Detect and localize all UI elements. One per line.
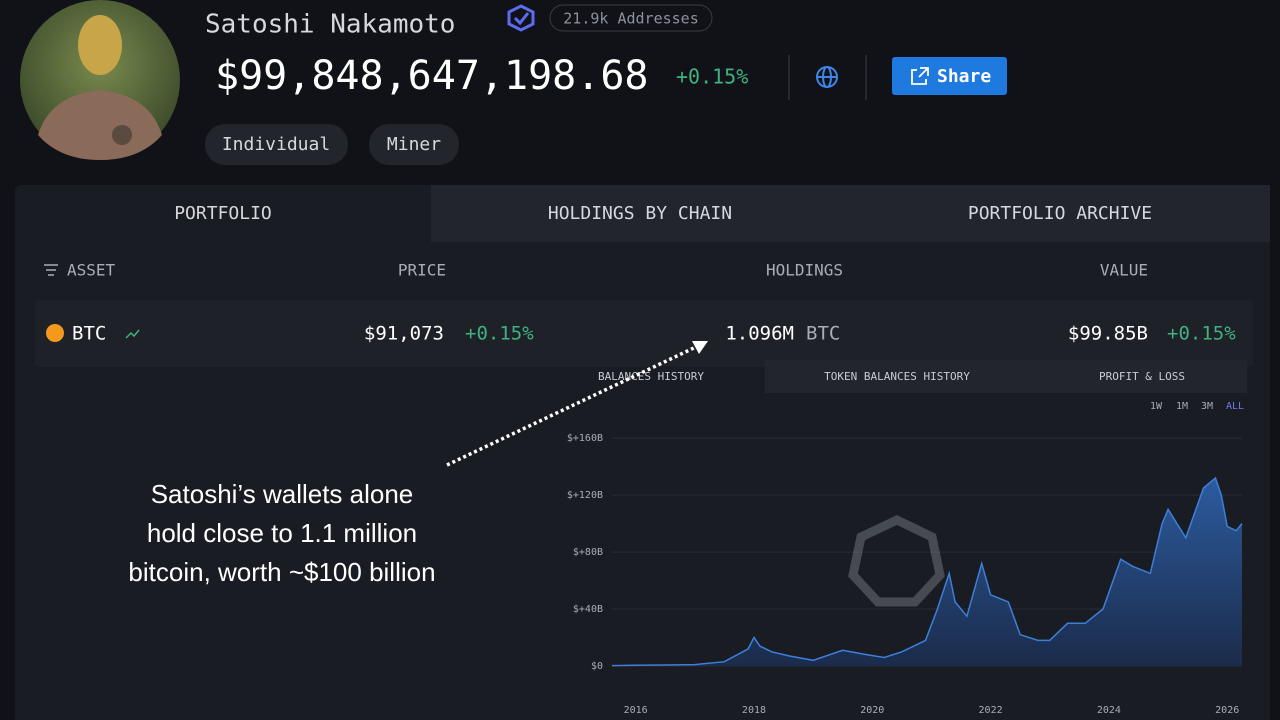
y-tick-label: $0 [591,661,603,672]
tag[interactable] [369,124,459,165]
x-tick-label: 2026 [1215,705,1239,716]
globe-icon[interactable] [816,66,838,88]
profile-name: Satoshi Nakamoto [205,10,455,40]
tag-label: Individual [222,134,330,155]
avatar [20,0,180,160]
column-header[interactable]: HOLDINGS [766,261,843,280]
chart-tab[interactable]: TOKEN BALANCES HISTORY [824,370,970,383]
holdings: 1.096M [725,323,794,345]
share-button[interactable] [892,57,1007,95]
range-button[interactable]: 3M [1201,401,1213,412]
balance-change: +0.15% [676,65,748,89]
filter-icon[interactable] [44,264,58,276]
annotation: Satoshi’s wallets alone [151,479,414,509]
share-label: Share [937,66,991,87]
btc-icon [46,324,64,342]
column-header[interactable]: PRICE [398,261,446,280]
chart: $0 $+40B $+80B $+120B $+160B 2016 2018 2020 2022… [567,433,1243,716]
tab[interactable]: PORTFOLIO [174,203,272,224]
arrow-head [692,341,708,354]
trend-icon [125,329,140,339]
range-button[interactable]: 1M [1176,401,1188,412]
area [612,478,1242,667]
annotation-arrow [446,344,699,467]
balance: $99,848,647,198.68 [215,53,648,99]
tag[interactable] [205,124,348,165]
x-tick-label: 2016 [624,705,648,716]
x-tick-label: 2018 [742,705,766,716]
range-button[interactable]: 1W [1150,401,1163,412]
verified-badge [507,4,535,32]
addresses: 21.9k Addresses [563,10,698,28]
tab-bar [431,185,1270,242]
table-row[interactable] [35,300,1253,367]
tag-label: Miner [387,134,441,155]
holdings-unit: BTC [806,323,840,345]
line [611,476,1243,667]
annotation: bitcoin, worth ~$100 billion [128,557,435,587]
annotation: hold close to 1.1 million [147,518,417,548]
y-tick-label: $+80B [573,547,603,558]
tab[interactable]: PORTFOLIO ARCHIVE [968,203,1152,224]
column-header[interactable]: ASSET [67,261,116,280]
chart-tab[interactable]: PROFIT & LOSS [1099,370,1185,383]
y-tick-label: $+120B [567,490,603,501]
chart-tab[interactable]: BALANCES HISTORY [598,370,704,383]
range-button[interactable]: ALL [1226,401,1244,412]
chart-tab-bar [765,360,1247,393]
price: $91,073 [364,323,444,345]
share-icon [911,67,929,85]
value-change: +0.15% [1167,323,1236,345]
x-tick-label: 2020 [860,705,884,716]
tab[interactable]: HOLDINGS BY CHAIN [548,203,732,224]
watermark [848,515,945,607]
price-change: +0.15% [465,323,534,345]
x-tick-label: 2022 [979,705,1003,716]
x-tick-label: 2024 [1097,705,1121,716]
y-tick-label: $+40B [573,604,603,615]
value: $99.85B [1068,323,1148,345]
verified-check [513,12,530,26]
addresses-pill[interactable] [549,4,713,32]
y-tick-label: $+160B [567,433,603,444]
column-header[interactable]: VALUE [1100,261,1148,280]
asset[interactable]: BTC [72,323,106,345]
